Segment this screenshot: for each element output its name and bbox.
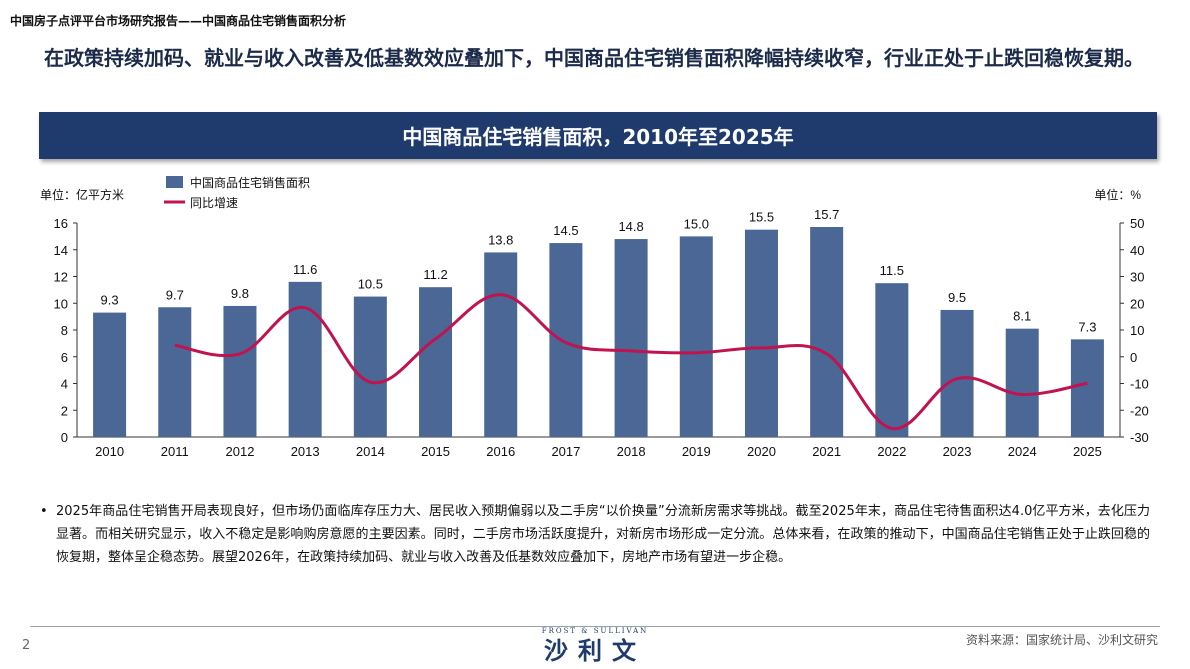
bullet-dot: •: [40, 504, 48, 519]
left-axis-unit: 单位：亿平方米: [40, 187, 124, 202]
left-tick-label: 6: [61, 350, 68, 365]
left-tick-label: 0: [61, 430, 68, 445]
bar-sales-area: [1005, 328, 1039, 437]
bar-value-label: 15.0: [684, 216, 709, 231]
legend-label-line: 同比增速: [190, 196, 238, 210]
bar-sales-area: [93, 312, 127, 437]
bar-value-label: 9.8: [231, 286, 249, 301]
left-tick-label: 14: [54, 243, 68, 258]
x-tick-label: 2017: [551, 444, 580, 459]
x-tick-label: 2014: [356, 444, 385, 459]
bar-sales-area: [549, 243, 583, 437]
legend-swatch-bar: [166, 176, 183, 188]
x-tick-label: 2020: [747, 444, 776, 459]
bar-sales-area: [288, 281, 322, 437]
bar-sales-area: [419, 287, 453, 437]
left-tick-label: 10: [54, 296, 68, 311]
bar-sales-area: [679, 236, 713, 437]
bars-layer: [93, 227, 1104, 437]
x-tick-label: 2010: [95, 444, 124, 459]
labels-layer: 9.3 9.7 9.8 11.6 10.5 11.2 13.8 14.5 14.8 15.0 15.…: [101, 207, 1097, 334]
bar-sales-area: [158, 307, 192, 437]
bar-value-label: 10.5: [358, 277, 383, 292]
chart-banner: 中国商品住宅销售面积，2010年至2025年: [39, 112, 1157, 159]
commentary-bullet: • 2025年商品住宅销售开局表现良好，但市场仍面临库存压力大、居民收入预期偏弱…: [40, 500, 1150, 569]
headline: 在政策持续加码、就业与收入改善及低基数效应叠加下，中国商品住宅销售面积降幅持续收…: [44, 46, 1144, 70]
bar-value-label: 8.1: [1013, 309, 1031, 324]
axes-layer: 0 2 4 6 8 10 12 14 16 -30 -20 -10 0 10 20 30 40 50 2010 201…: [40, 187, 1149, 459]
x-tick-label: 2021: [812, 444, 841, 459]
bar-value-label: 11.2: [423, 267, 447, 282]
bar-value-label: 15.7: [814, 207, 839, 222]
right-axis-unit: 单位：%: [1094, 187, 1141, 202]
bar-sales-area: [744, 229, 778, 437]
bar-sales-area: [353, 296, 387, 437]
brand-logo: FROST & SULLIVAN 沙利文: [530, 627, 660, 665]
footer-divider: [30, 626, 1160, 627]
left-tick-label: 12: [54, 270, 68, 285]
page-number: 2: [22, 638, 31, 653]
right-tick-label: 30: [1130, 270, 1144, 285]
bar-value-label: 14.5: [553, 223, 578, 238]
x-tick-label: 2013: [291, 444, 320, 459]
bar-value-label: 9.5: [948, 290, 966, 305]
x-tick-label: 2011: [161, 444, 189, 459]
bar-value-label: 9.7: [166, 287, 184, 302]
bar-value-label: 14.8: [618, 219, 643, 234]
chart-title: 中国商品住宅销售面积，2010年至2025年: [402, 125, 794, 149]
line-yoy-growth: [174, 293, 1088, 430]
source-note: 资料来源：国家统计局、沙利文研究: [965, 633, 1158, 647]
x-tick-label: 2024: [1008, 444, 1037, 459]
bar-value-label: 9.3: [101, 293, 119, 308]
bar-sales-area: [810, 227, 844, 437]
bar-sales-area: [484, 252, 518, 437]
x-tick-label: 2015: [421, 444, 450, 459]
logo-wordmark: FROST & SULLIVAN: [541, 627, 649, 635]
left-tick-label: 2: [61, 403, 68, 418]
x-tick-label: 2019: [682, 444, 711, 459]
bar-value-label: 7.3: [1078, 319, 1096, 334]
right-tick-label: 50: [1130, 216, 1144, 231]
line-layer: [174, 293, 1088, 430]
left-tick-label: 8: [61, 323, 68, 338]
right-tick-label: -30: [1130, 430, 1149, 445]
left-tick-label: 16: [54, 216, 68, 231]
bar-sales-area: [223, 305, 257, 437]
x-tick-label: 2025: [1073, 444, 1102, 459]
report-header-title: 中国房子点评平台市场研究报告——中国商品住宅销售面积分析: [10, 14, 347, 28]
bar-value-label: 11.6: [293, 262, 317, 277]
right-tick-label: 20: [1130, 296, 1144, 311]
bar-value-label: 11.5: [880, 263, 904, 278]
x-tick-label: 2023: [943, 444, 972, 459]
bar-sales-area: [1070, 339, 1104, 437]
bar-sales-area: [614, 239, 648, 437]
right-tick-label: 10: [1130, 323, 1144, 338]
legend-label-bar: 中国商品住宅销售面积: [190, 175, 310, 190]
left-tick-label: 4: [61, 377, 68, 392]
x-tick-label: 2016: [486, 444, 515, 459]
right-tick-label: 0: [1130, 350, 1137, 365]
logo-chinese-name: 沙利文: [544, 636, 646, 665]
sales-area-chart: 0 2 4 6 8 10 12 14 16 -30 -20 -10 0 10 20 30 40 50 2010 201…: [40, 175, 1149, 459]
bar-value-label: 13.8: [488, 232, 513, 247]
right-tick-label: -10: [1130, 377, 1149, 392]
bar-value-label: 15.5: [749, 210, 774, 225]
right-tick-label: -20: [1130, 403, 1149, 418]
bar-sales-area: [875, 283, 909, 437]
bar-sales-area: [940, 309, 974, 437]
commentary-text: 2025年商品住宅销售开局表现良好，但市场仍面临库存压力大、居民收入预期偏弱以及…: [56, 504, 1150, 565]
x-tick-label: 2012: [226, 444, 255, 459]
x-tick-label: 2018: [617, 444, 646, 459]
right-tick-label: 40: [1130, 243, 1144, 258]
x-tick-label: 2022: [877, 444, 906, 459]
